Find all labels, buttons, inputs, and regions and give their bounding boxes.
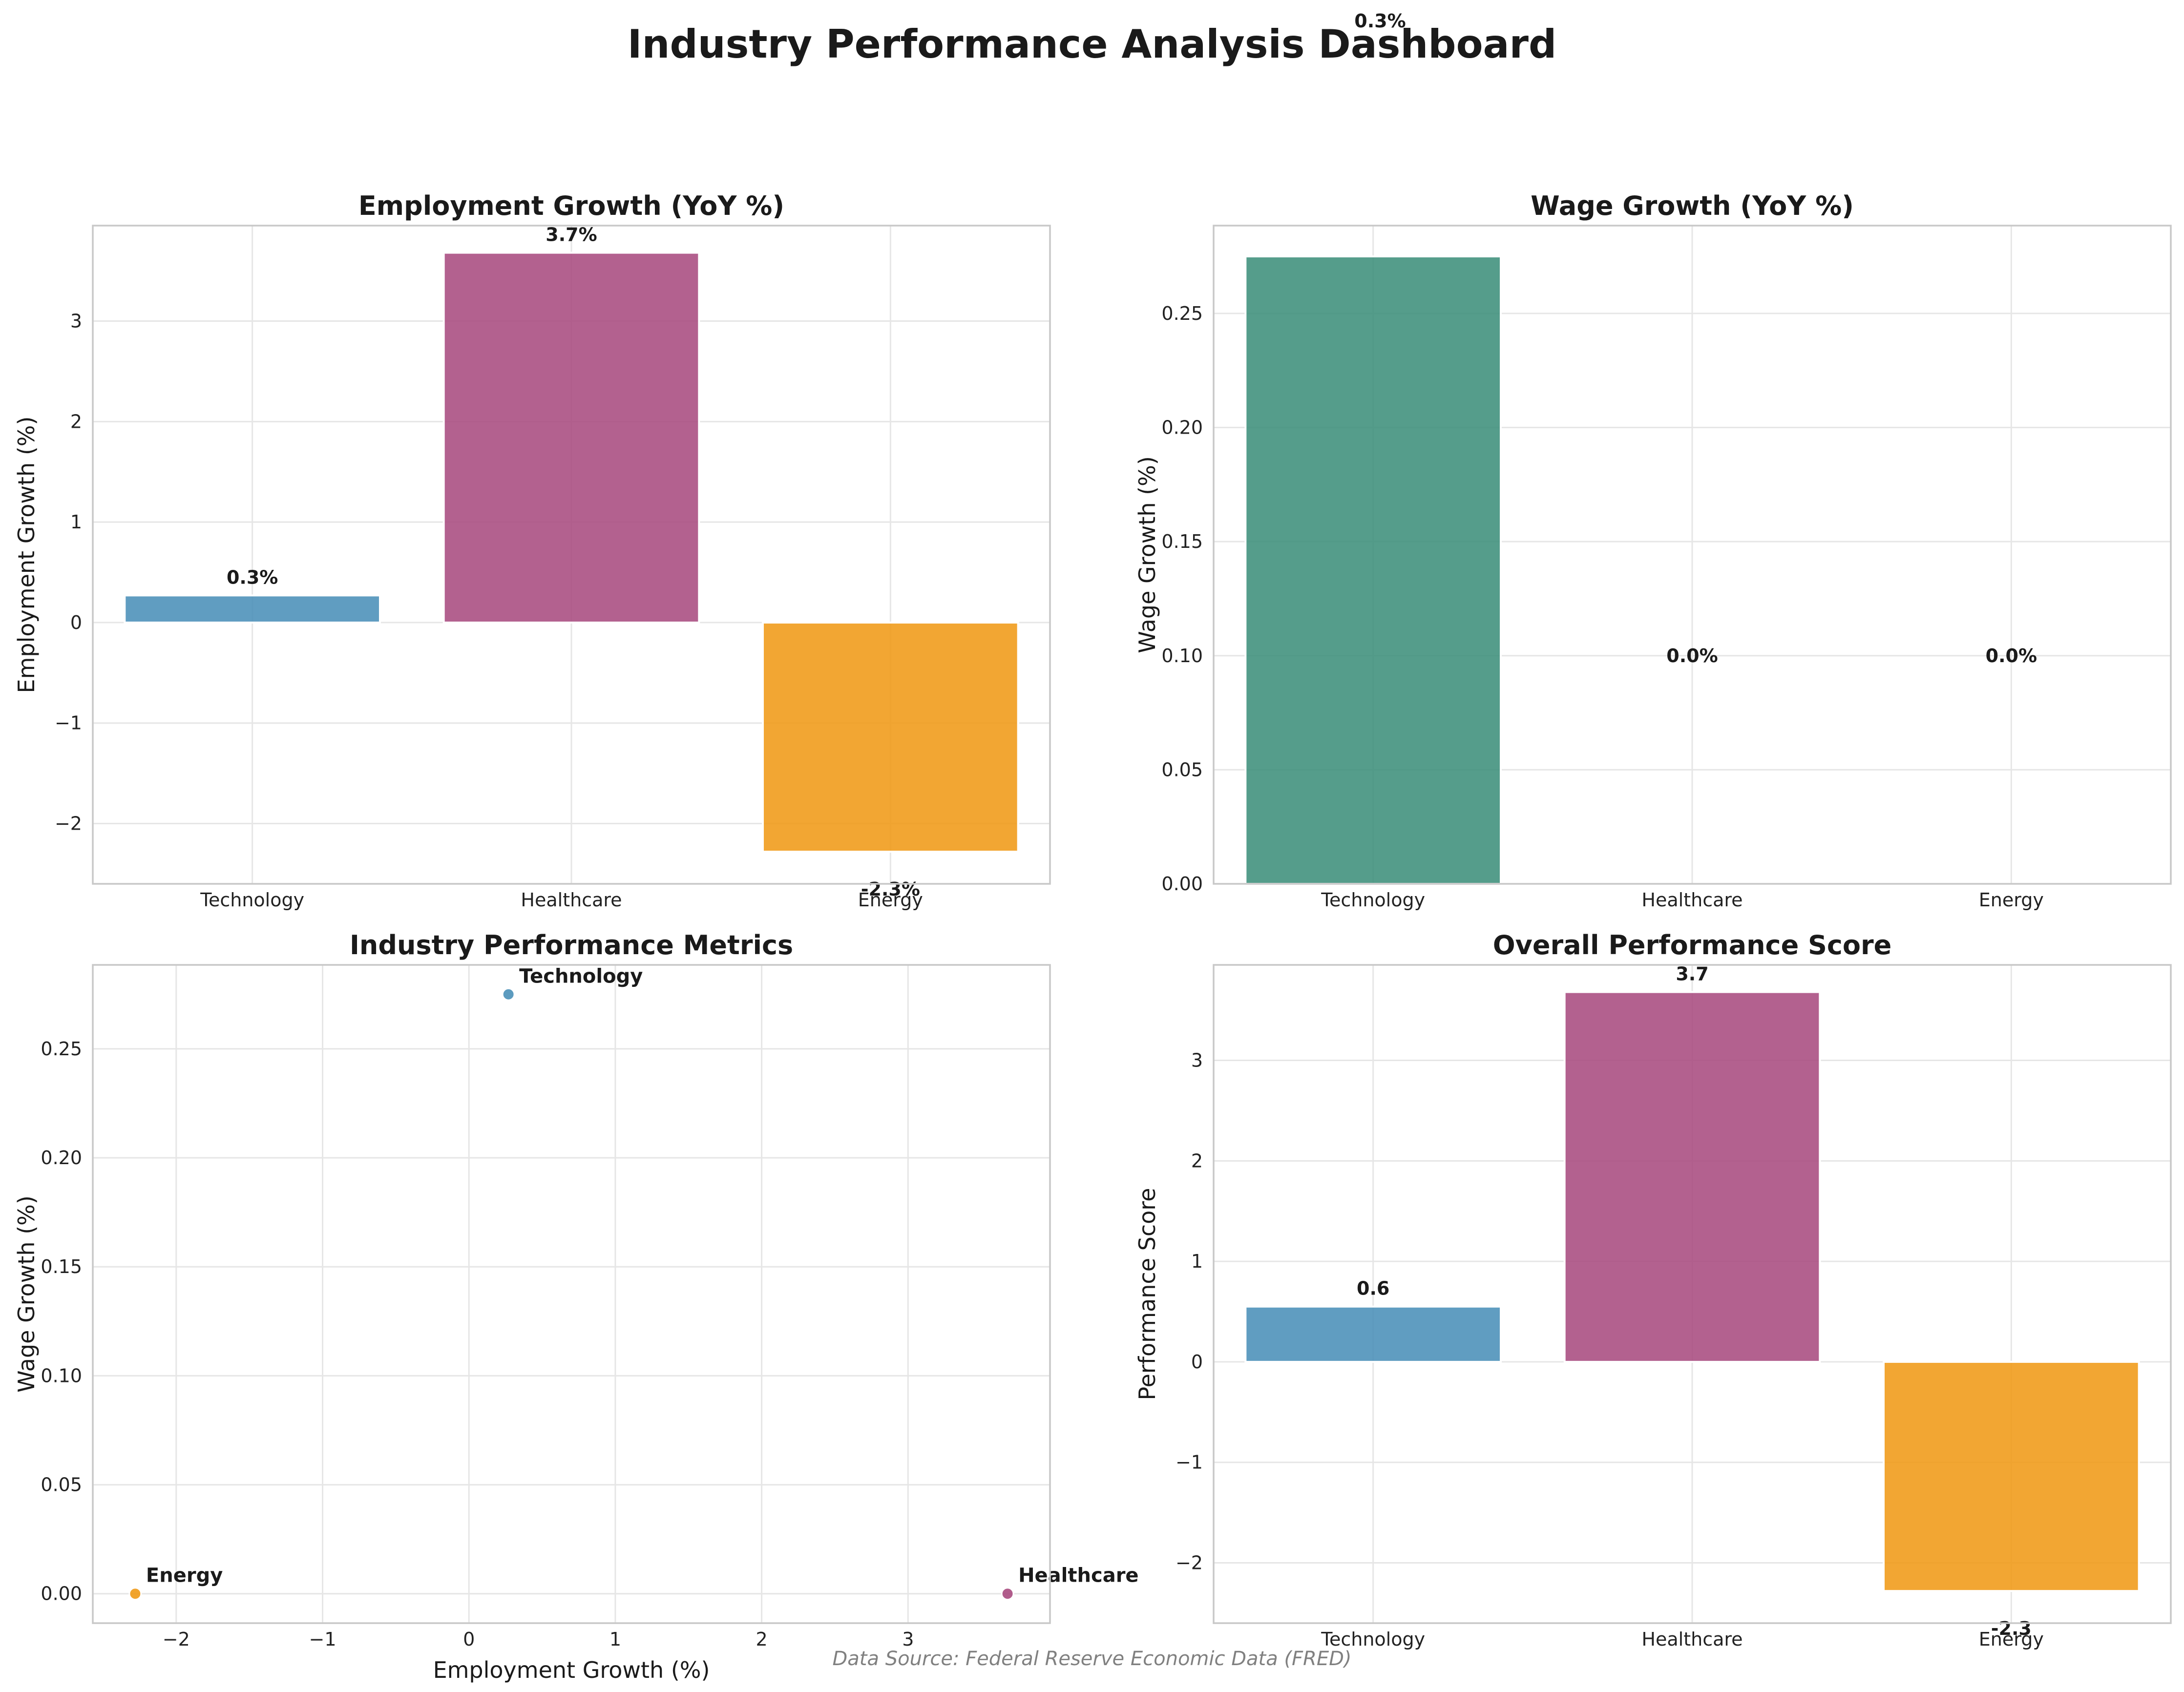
bar-technology bbox=[1244, 1305, 1502, 1363]
wage-growth-chart: 0.00 0.05 0.10 0.15 0.20 0.25 Wage Growth (YoY… bbox=[1134, 190, 2172, 911]
x-tick-label: Healthcare bbox=[1641, 889, 1743, 911]
stray-value-label: 0.3% bbox=[1354, 10, 1406, 32]
y-axis-label: Performance Score bbox=[1134, 1188, 1160, 1400]
y-axis-label: Employment Growth (%) bbox=[13, 417, 40, 693]
x-tick-label: Energy bbox=[1979, 889, 2044, 911]
bar-technology bbox=[124, 594, 381, 624]
y-tick-label: 0.25 bbox=[41, 1038, 82, 1060]
x-tick-label: Technology bbox=[1321, 889, 1425, 911]
point-label: Energy bbox=[146, 1565, 223, 1587]
x-tick-label: 1 bbox=[609, 1629, 621, 1650]
x-tick-label: Technology bbox=[1321, 1629, 1425, 1650]
y-tick-label: −2 bbox=[55, 813, 82, 835]
value-label: 0.3% bbox=[227, 566, 278, 588]
y-axis-label: Wage Growth (%) bbox=[1134, 456, 1160, 653]
value-label: 0.0% bbox=[1986, 645, 2037, 667]
chart-title: Overall Performance Score bbox=[1493, 930, 1892, 961]
x-tick-label: 3 bbox=[902, 1629, 914, 1650]
y-tick-label: 1 bbox=[1191, 1251, 1203, 1272]
point-healthcare bbox=[1001, 1587, 1014, 1601]
plot-frame bbox=[1213, 225, 2172, 885]
y-tick-label: 0.25 bbox=[1161, 303, 1203, 324]
point-energy bbox=[128, 1587, 142, 1601]
x-tick-label: Energy bbox=[1979, 1629, 2044, 1650]
industry-metrics-scatter-chart: 0.00 0.05 0.10 0.15 0.20 0.25 Industry Perform… bbox=[13, 930, 1139, 1683]
x-tick-label: Healthcare bbox=[1641, 1629, 1743, 1650]
point-label: Healthcare bbox=[1018, 1565, 1138, 1587]
y-tick-label: 0 bbox=[1191, 1351, 1203, 1373]
y-tick-label: 1 bbox=[70, 511, 82, 533]
x-tick-label: 2 bbox=[756, 1629, 768, 1650]
y-tick-label: 0.05 bbox=[41, 1474, 82, 1496]
plot-frame bbox=[1213, 964, 2172, 1624]
point-technology bbox=[502, 987, 515, 1001]
y-tick-label: 0.15 bbox=[1161, 531, 1203, 552]
y-tick-label: 0.00 bbox=[1161, 873, 1203, 895]
x-tick-label: Technology bbox=[200, 889, 304, 911]
value-label: 3.7 bbox=[1676, 963, 1708, 985]
y-tick-label: 0.10 bbox=[1161, 645, 1203, 667]
y-tick-label: 0 bbox=[70, 612, 82, 633]
x-tick-label: −1 bbox=[309, 1629, 336, 1650]
value-label: 0.6 bbox=[1357, 1278, 1389, 1299]
bar-healthcare bbox=[1563, 991, 1821, 1363]
value-label: -2.3 bbox=[1991, 1618, 2032, 1639]
y-tick-label: −2 bbox=[1176, 1552, 1203, 1574]
y-tick-label: 0.10 bbox=[41, 1365, 82, 1386]
bar-energy bbox=[762, 621, 1019, 853]
value-label: -2.3% bbox=[861, 878, 920, 900]
bar-energy bbox=[1883, 1360, 2140, 1592]
performance-score-chart: −2 −1 0 1 2 3 Overall Performance Score Perform… bbox=[1134, 930, 2172, 1650]
x-tick-label: −2 bbox=[163, 1629, 190, 1650]
y-tick-label: 0.00 bbox=[41, 1583, 82, 1605]
y-axis-label: Wage Growth (%) bbox=[13, 1195, 40, 1393]
y-tick-label: 0.20 bbox=[1161, 417, 1203, 439]
dashboard-title: Industry Performance Analysis Dashboard bbox=[628, 21, 1556, 67]
y-tick-label: 0.15 bbox=[41, 1256, 82, 1277]
plot-frame bbox=[92, 964, 1051, 1624]
x-tick-label: Healthcare bbox=[521, 889, 622, 911]
y-tick-label: 0.20 bbox=[41, 1147, 82, 1169]
value-label: 3.7% bbox=[546, 224, 597, 246]
y-tick-label: 2 bbox=[1191, 1150, 1203, 1171]
data-source-note: Data Source: Federal Reserve Economic Da… bbox=[832, 1648, 1351, 1670]
y-tick-label: 3 bbox=[1191, 1050, 1203, 1071]
bar-healthcare bbox=[442, 251, 700, 624]
value-label: 0.0% bbox=[1666, 645, 1718, 667]
y-tick-label: 0.05 bbox=[1161, 759, 1203, 780]
y-tick-label: 3 bbox=[70, 311, 82, 332]
chart-title: Industry Performance Metrics bbox=[350, 930, 793, 961]
y-tick-label: −1 bbox=[1176, 1452, 1203, 1473]
x-tick-label: 0 bbox=[463, 1629, 475, 1650]
bar-technology bbox=[1244, 255, 1502, 885]
plot-frame bbox=[92, 225, 1051, 885]
employment-growth-chart: −2 −1 0 1 2 3 Employment Growth (YoY %) Employm… bbox=[13, 190, 1051, 911]
x-tick-label: Energy bbox=[858, 889, 923, 911]
x-axis-label: Employment Growth (%) bbox=[433, 1657, 710, 1683]
y-tick-label: 2 bbox=[70, 411, 82, 432]
y-tick-label: −1 bbox=[55, 712, 82, 734]
chart-title: Wage Growth (YoY %) bbox=[1531, 190, 1854, 221]
chart-title: Employment Growth (YoY %) bbox=[358, 190, 784, 221]
point-label: Technology bbox=[519, 965, 643, 987]
